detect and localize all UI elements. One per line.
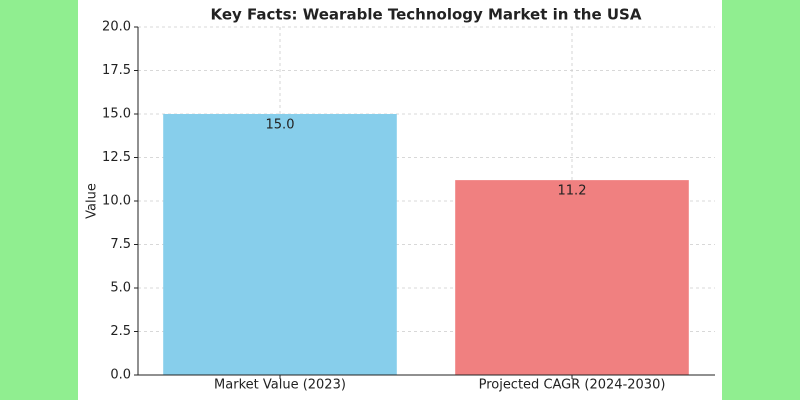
y-axis-label: Value bbox=[85, 183, 100, 219]
bar bbox=[455, 180, 689, 375]
y-tick-label: 0.0 bbox=[110, 368, 131, 383]
chart-title: Key Facts: Wearable Technology Market in… bbox=[211, 6, 642, 24]
y-tick-label: 12.5 bbox=[102, 150, 131, 165]
bar bbox=[163, 114, 397, 375]
y-tick-label: 7.5 bbox=[110, 237, 131, 252]
data-label: 11.2 bbox=[558, 184, 587, 199]
y-tick-label: 2.5 bbox=[110, 324, 131, 339]
data-label: 15.0 bbox=[266, 118, 295, 133]
y-tick-label: 20.0 bbox=[102, 20, 131, 35]
x-tick-label: Market Value (2023) bbox=[214, 378, 346, 393]
y-tick-label: 10.0 bbox=[102, 194, 131, 209]
y-tick-label: 17.5 bbox=[102, 63, 131, 78]
y-tick-label: 5.0 bbox=[110, 281, 131, 296]
x-tick-label: Projected CAGR (2024-2030) bbox=[479, 378, 666, 393]
y-tick-label: 15.0 bbox=[102, 107, 131, 122]
